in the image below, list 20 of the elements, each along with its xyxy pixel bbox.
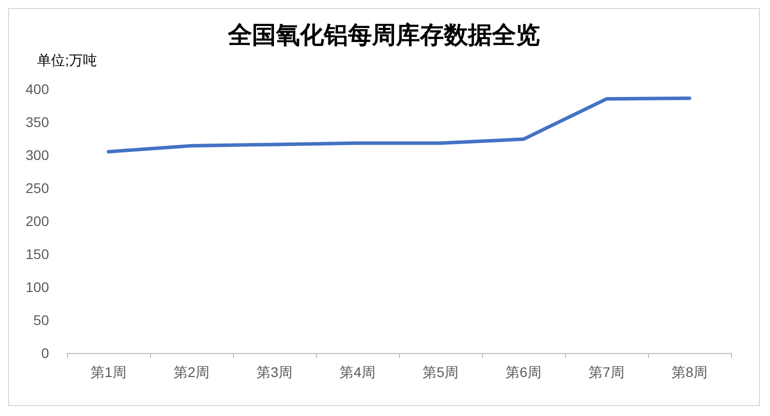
y-tick-label: 50 [33,312,50,328]
y-tick-label: 250 [26,180,50,196]
x-tick-label: 第4周 [340,364,376,380]
y-tick-label: 200 [26,213,50,229]
x-tick-label: 第2周 [174,364,210,380]
y-tick-label: 0 [41,345,50,361]
y-tick-label: 100 [26,279,50,295]
y-axis-title: 单位;万吨 [37,52,97,68]
y-tick-label: 150 [26,246,50,262]
chart-title: 全国氧化铝每周库存数据全览 [227,22,540,49]
x-tick-label: 第3周 [256,364,292,380]
y-tick-label: 400 [26,81,50,97]
x-tick-label: 第6周 [506,364,542,380]
y-tick-label: 350 [26,114,50,130]
x-tick-label: 第7周 [588,364,624,380]
x-tick-label: 第5周 [422,364,458,380]
x-tick-label: 第8周 [672,364,708,380]
y-tick-label: 300 [26,147,50,163]
line-series [106,96,692,154]
x-tick-label: 第1周 [90,364,126,380]
